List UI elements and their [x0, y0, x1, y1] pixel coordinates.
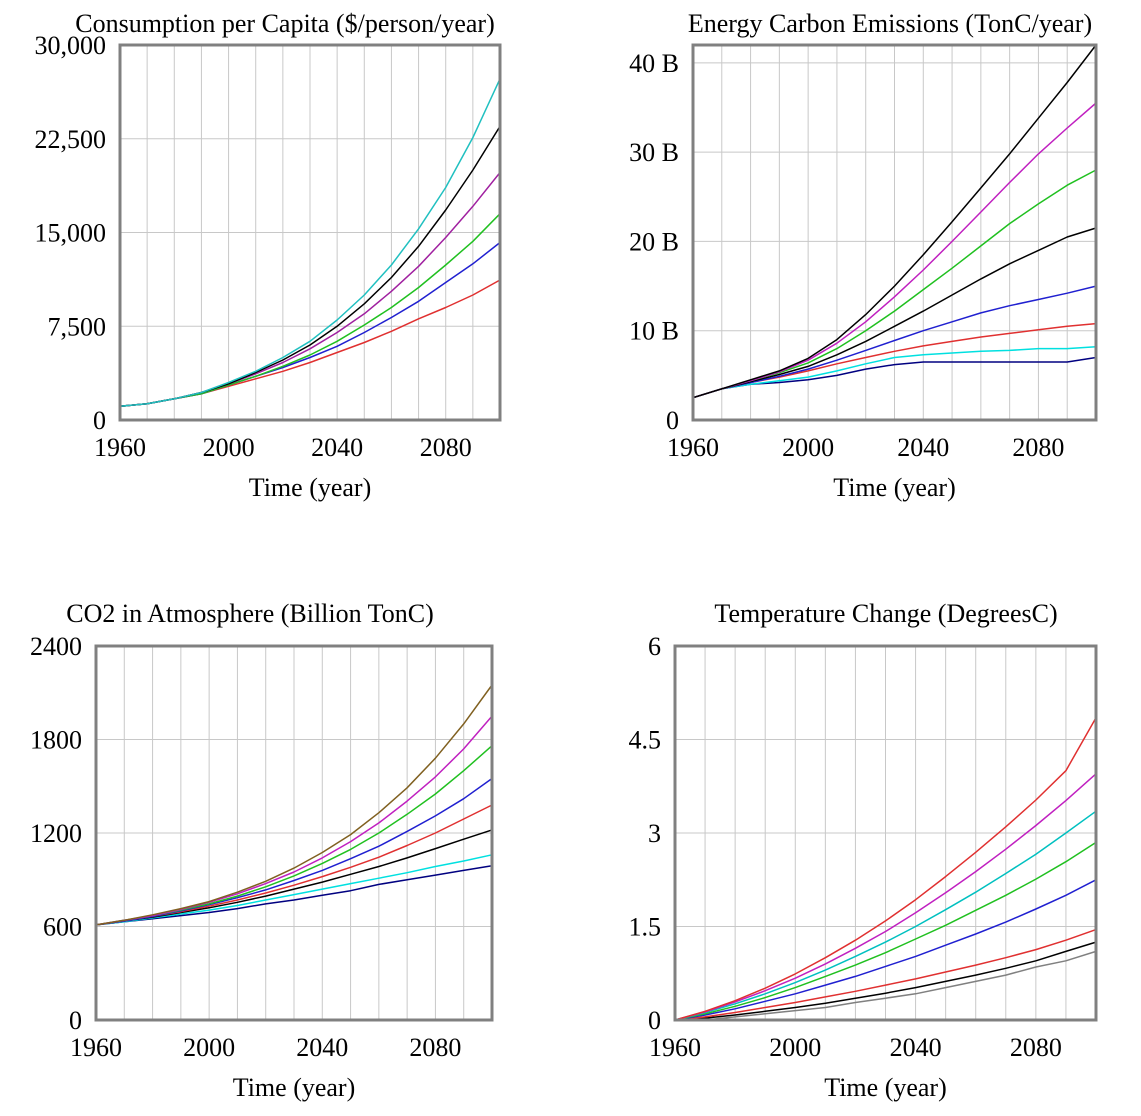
- x-tick-label: 2000: [183, 1033, 235, 1062]
- x-axis-label: Time (year): [833, 473, 956, 502]
- y-tick-label: 3: [648, 819, 661, 848]
- y-tick-label: 600: [43, 913, 82, 942]
- y-tick-label: 40 B: [629, 49, 679, 78]
- x-tick-label: 2000: [782, 433, 834, 462]
- x-tick-label: 2000: [203, 433, 255, 462]
- y-tick-label: 0: [69, 1006, 82, 1035]
- x-axis-label: Time (year): [233, 1073, 356, 1102]
- y-tick-label: 1200: [30, 819, 82, 848]
- series-line: [95, 684, 493, 926]
- series-line: [675, 950, 1097, 1021]
- panel-energy-carbon-emissions: Energy Carbon Emissions (TonC/year) 0 10 B…: [629, 9, 1098, 502]
- y-tick-label: 7,500: [48, 312, 107, 341]
- series-line: [95, 777, 493, 926]
- y-tick-label: 1.5: [629, 913, 662, 942]
- series-line: [692, 44, 1097, 399]
- series-line: [95, 864, 493, 926]
- series-line: [119, 78, 501, 408]
- series-line: [95, 854, 493, 926]
- y-tick-label: 2400: [30, 632, 82, 661]
- y-tick-label: 4.5: [629, 726, 662, 755]
- plot-frame: [673, 644, 1098, 1022]
- plot-frame: [691, 43, 1098, 422]
- y-tick-label: 30,000: [35, 31, 107, 60]
- series-line: [692, 285, 1097, 399]
- y-tick-label: 6: [648, 632, 661, 661]
- panel-consumption-per-capita: Consumption per Capita ($/person/year) 0 7…: [35, 9, 502, 502]
- series-line: [674, 841, 1097, 1021]
- y-tick-label: 10 B: [629, 317, 679, 346]
- y-tick-label: 30 B: [629, 138, 679, 167]
- series-line: [692, 346, 1097, 399]
- series-line: [674, 928, 1097, 1021]
- x-tick-label: 1960: [70, 1033, 122, 1062]
- x-axis-label: Time (year): [249, 473, 372, 502]
- y-tick-label: 0: [648, 1006, 661, 1035]
- series-line: [674, 717, 1097, 1021]
- series-line: [692, 227, 1097, 399]
- chart-title: Consumption per Capita ($/person/year): [75, 9, 495, 38]
- x-tick-label: 1960: [94, 433, 146, 462]
- x-tick-label: 2000: [769, 1033, 821, 1062]
- x-tick-label: 2080: [1012, 433, 1064, 462]
- chart-title: CO2 in Atmosphere (Billion TonC): [66, 599, 433, 628]
- panel-temperature-change: Temperature Change (DegreesC) 0 1.5 3 4.5 6 19…: [629, 599, 1098, 1102]
- y-tick-label: 0: [93, 406, 106, 435]
- x-tick-label: 2080: [409, 1033, 461, 1062]
- y-tick-label: 15,000: [35, 219, 107, 248]
- x-tick-label: 2040: [311, 433, 363, 462]
- x-tick-label: 2080: [420, 433, 472, 462]
- y-tick-label: 0: [666, 406, 679, 435]
- x-tick-label: 1960: [667, 433, 719, 462]
- x-tick-label: 2040: [890, 1033, 942, 1062]
- series-line: [674, 810, 1097, 1021]
- series-line: [674, 879, 1097, 1021]
- panel-co2-in-atmosphere: CO2 in Atmosphere (Billion TonC) 0 600 1200…: [30, 599, 494, 1102]
- x-tick-label: 2080: [1010, 1033, 1062, 1062]
- series-line: [95, 715, 493, 926]
- series-line: [692, 102, 1097, 399]
- plot-frame: [118, 43, 502, 422]
- series-line: [674, 941, 1097, 1021]
- y-tick-label: 22,500: [35, 125, 107, 154]
- x-tick-label: 1960: [649, 1033, 701, 1062]
- x-tick-label: 2040: [296, 1033, 348, 1062]
- plot-frame: [94, 644, 494, 1022]
- chart-title: Temperature Change (DegreesC): [714, 599, 1057, 628]
- series-line: [674, 773, 1097, 1021]
- y-tick-label: 20 B: [629, 227, 679, 256]
- y-tick-label: 1800: [30, 726, 82, 755]
- chart-title: Energy Carbon Emissions (TonC/year): [688, 9, 1092, 38]
- x-tick-label: 2040: [897, 433, 949, 462]
- x-axis-label: Time (year): [824, 1073, 947, 1102]
